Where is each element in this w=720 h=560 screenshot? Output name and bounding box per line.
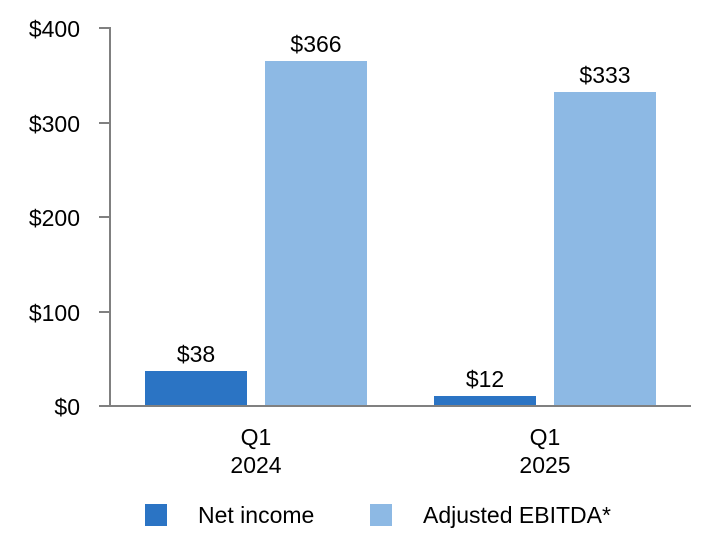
y-axis-tick <box>99 121 111 124</box>
legend-item-net-income: Net income <box>145 502 315 528</box>
legend-label-adjusted-ebitda: Adjusted EBITDA* <box>423 502 611 528</box>
x-axis-label-line: 2024 <box>230 452 282 478</box>
y-axis-tick-label: $100 <box>28 299 80 326</box>
bar-adjusted-ebitda-q1-2024 <box>265 61 367 405</box>
x-axis-line <box>99 405 691 407</box>
value-label-adjusted-ebitda-q1-2024: $366 <box>290 31 342 57</box>
y-axis-tick <box>99 27 111 29</box>
value-label-adjusted-ebitda-q1-2025: $333 <box>579 62 631 88</box>
y-axis-tick <box>99 310 111 313</box>
x-axis-label-line: 2025 <box>519 452 571 478</box>
y-axis-tick <box>99 216 111 218</box>
x-axis-label-line: Q1 <box>529 424 561 450</box>
legend-swatch-adjusted-ebitda <box>370 504 392 526</box>
legend-item-adjusted-ebitda: Adjusted EBITDA* <box>370 502 611 528</box>
legend-label-net-income: Net income <box>198 502 315 528</box>
bar-net-income-q1-2025 <box>434 396 536 405</box>
x-axis-label-q1-2025: Q1 2025 <box>465 423 625 479</box>
legend-swatch-net-income <box>145 504 167 526</box>
bar-adjusted-ebitda-q1-2025 <box>554 92 656 405</box>
value-label-net-income-q1-2025: $12 <box>465 366 505 392</box>
x-axis-label-line: Q1 <box>240 424 272 450</box>
y-axis-line <box>109 29 111 407</box>
bar-net-income-q1-2024 <box>145 371 247 405</box>
value-label-net-income-q1-2024: $38 <box>176 341 216 367</box>
y-axis-tick-label: $400 <box>28 16 80 42</box>
y-axis-tick-label: $300 <box>28 110 80 137</box>
x-axis-label-q1-2024: Q1 2024 <box>176 423 336 479</box>
y-axis-tick-label: $200 <box>28 205 80 231</box>
y-axis-tick-label: $0 <box>54 394 80 420</box>
